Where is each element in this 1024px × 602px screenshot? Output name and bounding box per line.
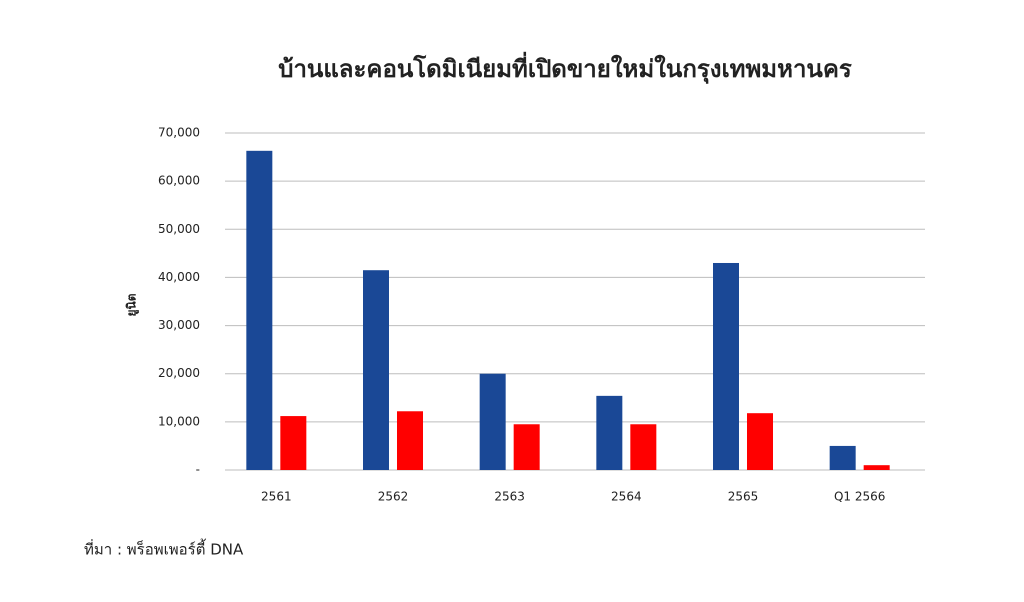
y-tick-label: 40,000 (158, 270, 200, 284)
y-tick-label: 20,000 (158, 366, 200, 380)
bar (397, 411, 423, 470)
bar (713, 262, 739, 470)
y-tick-label: 50,000 (158, 222, 200, 236)
y-tick-label: - (196, 463, 200, 477)
x-tick-label: 2561 (261, 490, 292, 504)
bar (479, 373, 506, 470)
bar (863, 465, 890, 470)
bar (363, 270, 389, 470)
bar (747, 413, 773, 470)
x-tick-label: 2564 (611, 490, 642, 504)
bar (829, 445, 856, 470)
x-tick-label: 2565 (728, 490, 759, 504)
y-tick-label: 30,000 (158, 318, 200, 332)
bar (246, 150, 273, 470)
bar (280, 416, 307, 470)
x-tick-label: 2563 (494, 490, 525, 504)
chart-title: บ้านและคอนโดมิเนียมที่เปิดขายใหม่ในกรุงเ… (278, 51, 852, 85)
bar (596, 395, 623, 470)
y-axis-label: ยูนิต (125, 293, 140, 316)
x-tick-label: 2562 (378, 490, 409, 504)
y-tick-label: 10,000 (158, 414, 200, 428)
bar (513, 424, 540, 470)
y-tick-label: 70,000 (158, 126, 200, 140)
y-tick-label: 60,000 (158, 174, 200, 188)
x-tick-label: Q1 2566 (834, 490, 885, 504)
bar (630, 424, 657, 470)
source-note: ที่มา : พร็อพเพอร์ตี้ DNA (84, 539, 244, 559)
